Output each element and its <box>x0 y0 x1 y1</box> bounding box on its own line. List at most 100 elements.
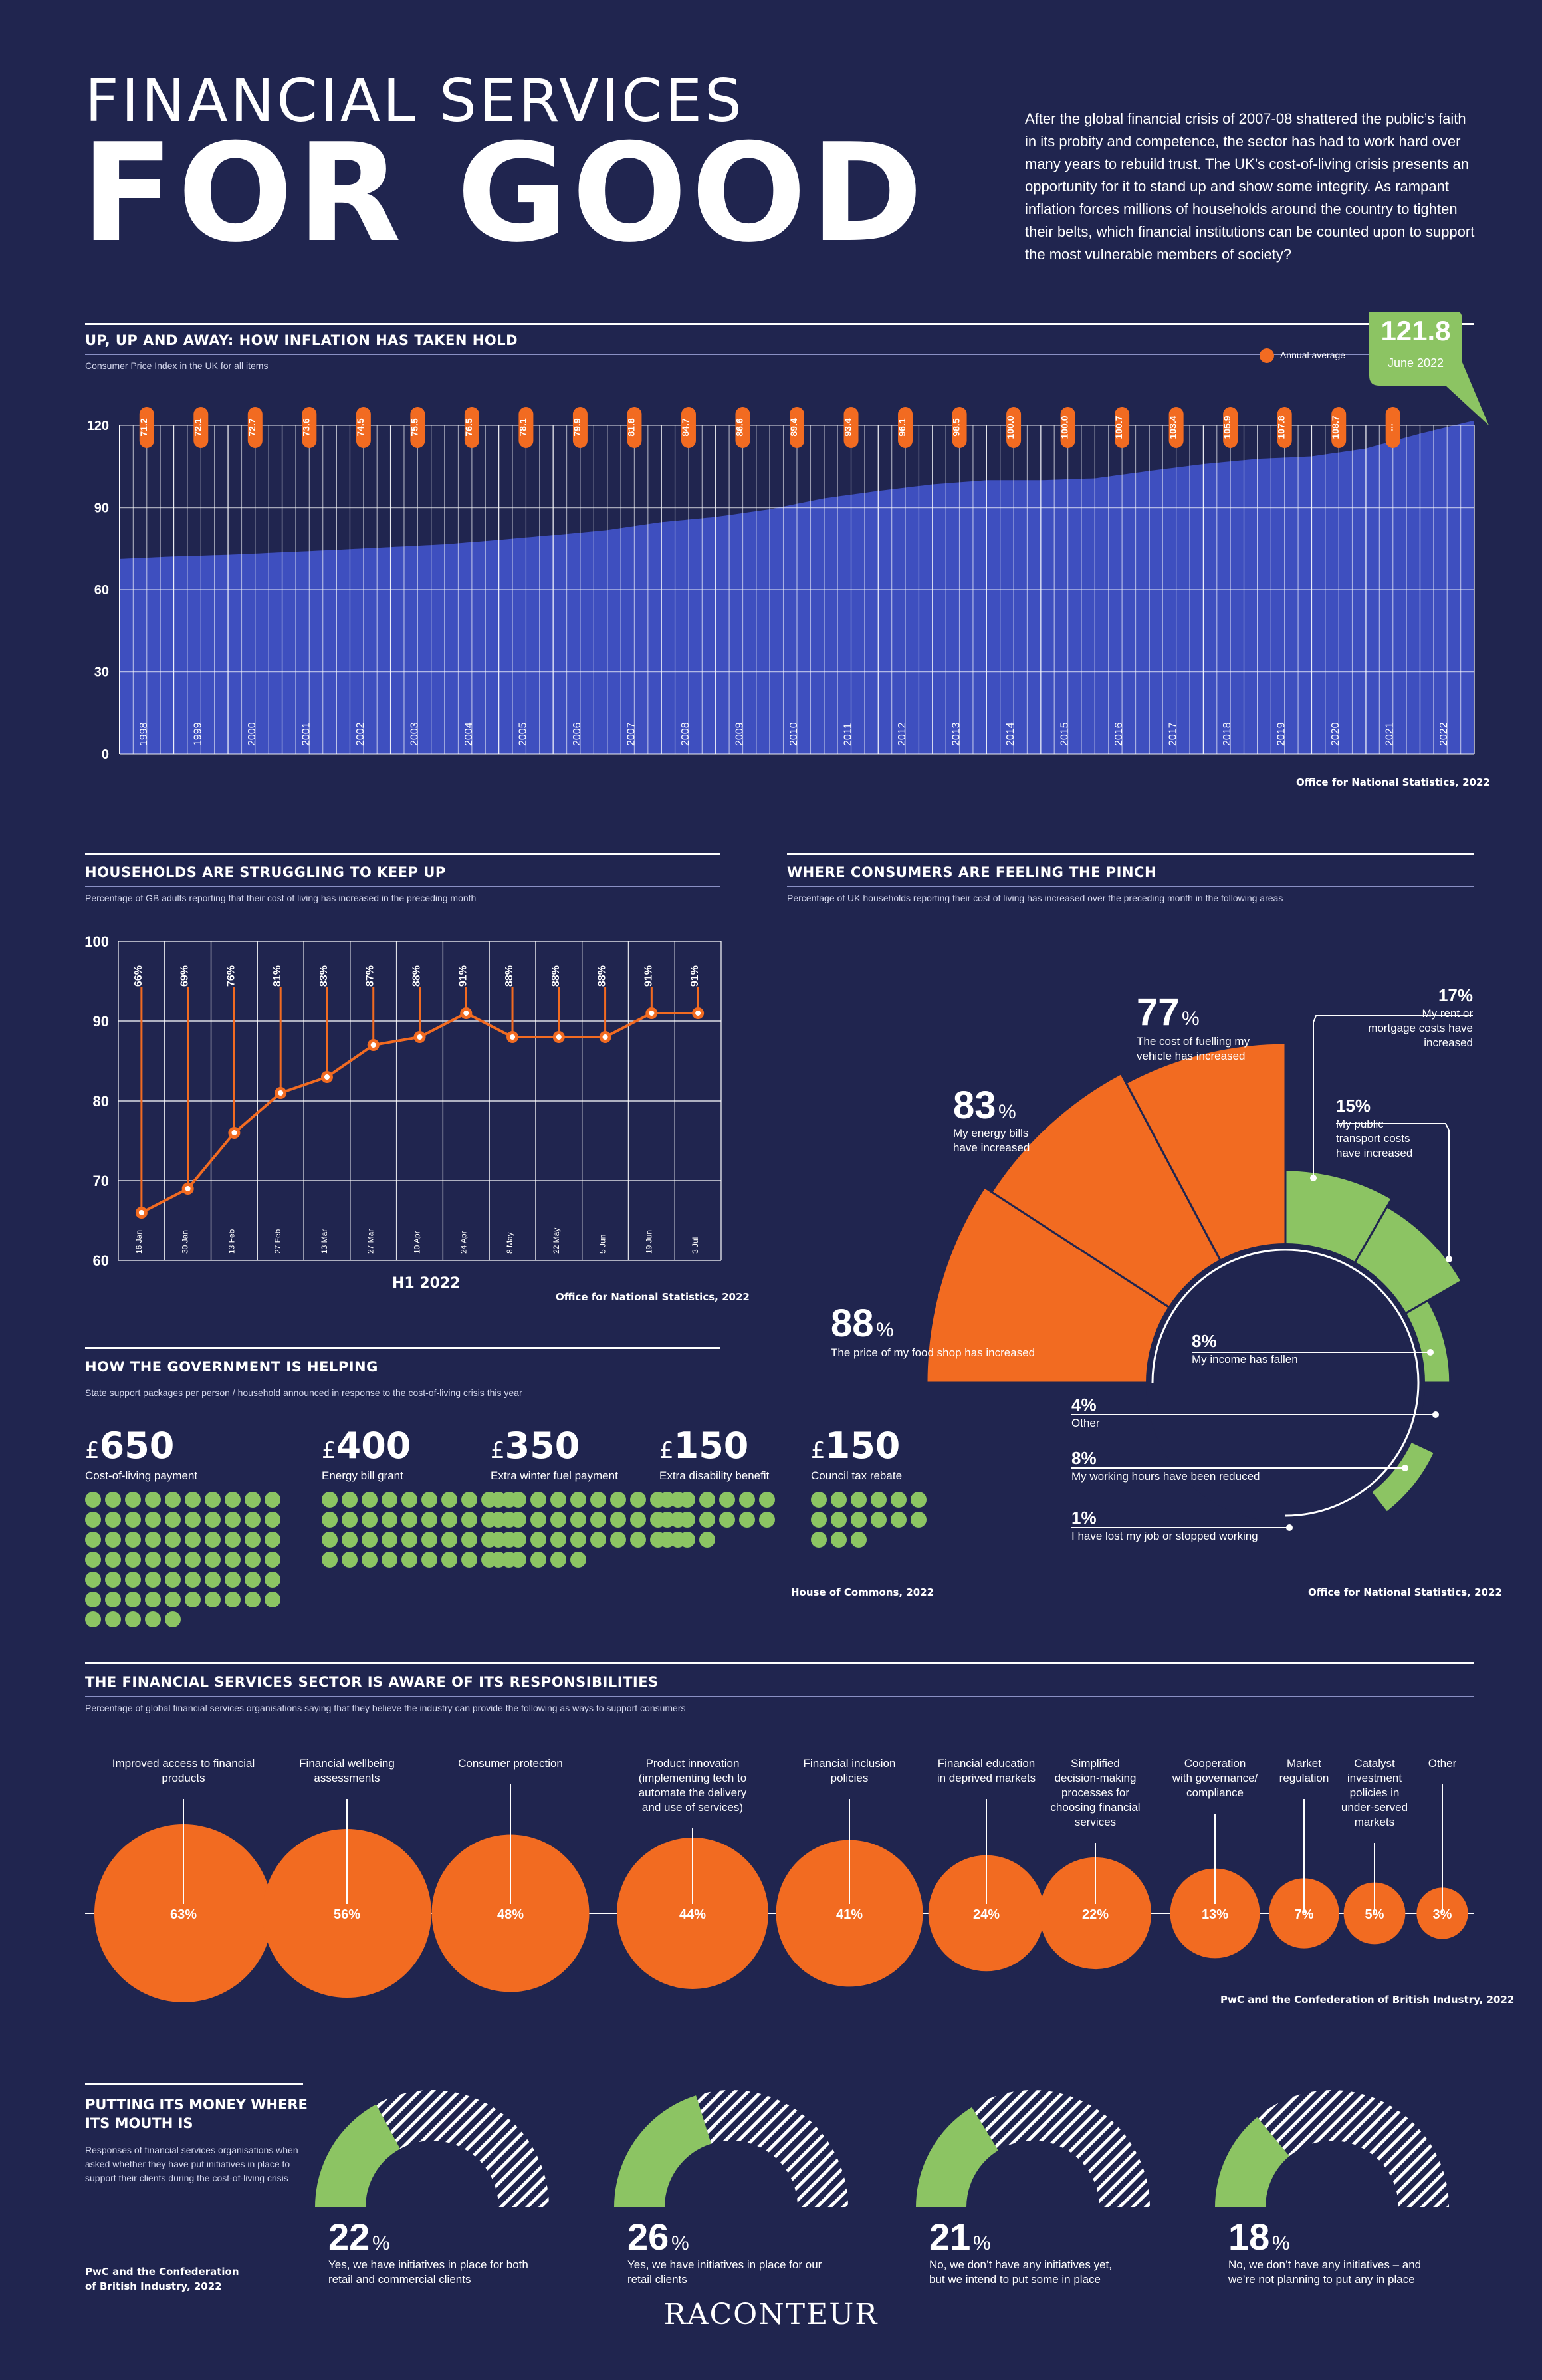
cpi-rule <box>85 323 1474 325</box>
hh-point-center <box>138 1210 144 1215</box>
gov-dot <box>85 1572 101 1588</box>
gov-currency: £ <box>322 1437 336 1464</box>
money-title: PUTTING ITS MONEY WHERE ITS MOUTH IS <box>85 2095 308 2133</box>
hh-date-label: 27 Mar <box>366 1229 376 1254</box>
gov-dot <box>851 1492 867 1508</box>
gov-currency: £ <box>85 1437 100 1464</box>
header-intro: After the global financial crisis of 200… <box>1025 110 1475 263</box>
pinch-energy-unit: % <box>998 1101 1016 1123</box>
pinch-rent-value: 17% <box>1438 985 1473 1005</box>
cpi-year-label: 2009 <box>734 722 745 746</box>
gov-dot <box>570 1512 586 1528</box>
gov-dot <box>550 1512 566 1528</box>
pinch-rule <box>787 853 1474 855</box>
sector-thin-rule <box>85 1696 1474 1697</box>
cpi-callout-bubble <box>1369 312 1489 425</box>
gov-dot <box>265 1492 280 1508</box>
money-label-1: Yes, we have initiatives in place for ou… <box>627 2258 822 2271</box>
hh-ytick: 100 <box>84 933 109 950</box>
pinch-job-label-1: I have lost my job or stopped working <box>1071 1530 1258 1542</box>
hh-value-label: 88% <box>411 965 423 987</box>
sector-category-label: Product innovation <box>646 1757 740 1770</box>
gov-dot <box>185 1532 201 1548</box>
gov-title: HOW THE GOVERNMENT IS HELPING <box>85 1359 378 1375</box>
gov-dot <box>510 1492 526 1508</box>
gov-dot <box>851 1532 867 1548</box>
cpi-year-label: 2007 <box>625 722 637 746</box>
gov-dot-grid <box>322 1492 517 1568</box>
header-title-top: FINANCIAL SERVICES <box>85 66 744 135</box>
gov-dot <box>811 1512 827 1528</box>
cpi-annual-pill <box>1168 407 1184 448</box>
sector-bubble <box>776 1840 923 1987</box>
gov-amount-value: 150 <box>825 1425 901 1467</box>
gov-dot <box>911 1512 927 1528</box>
cpi-year-label: 2002 <box>355 722 366 746</box>
gov-currency: £ <box>659 1437 674 1464</box>
gov-dot <box>362 1532 378 1548</box>
money-title-2: ITS MOUTH IS <box>85 2115 193 2131</box>
hh-point-center <box>370 1042 376 1048</box>
gov-dot <box>679 1532 695 1548</box>
cpi-ytick: 60 <box>94 583 109 598</box>
sector-category-label: investment <box>1347 1772 1402 1784</box>
sector-category-label: Market <box>1287 1757 1321 1770</box>
pinch-rent-label-3: increased <box>1424 1036 1473 1049</box>
hh-value-label: 69% <box>179 965 191 987</box>
money-label-2: retail clients <box>627 2273 687 2286</box>
gov-dot <box>145 1611 161 1627</box>
gov-dot <box>871 1512 887 1528</box>
gov-dot <box>362 1512 378 1528</box>
gov-dot <box>125 1532 141 1548</box>
gov-dot <box>401 1552 417 1568</box>
gov-dot <box>421 1532 437 1548</box>
gov-dot <box>105 1611 121 1627</box>
sector-bubble <box>617 1838 768 1989</box>
sector-category-label: Financial inclusion <box>804 1757 896 1770</box>
sector-category-label: products <box>162 1772 205 1784</box>
pinch-food-label: The price of my food shop has increased <box>831 1346 1035 1359</box>
gov-dot <box>342 1532 358 1548</box>
sector-value-label: 13% <box>1202 1907 1228 1922</box>
gov-dot <box>630 1492 646 1508</box>
gov-amount: £150 <box>811 1428 927 1464</box>
gov-dot <box>165 1592 181 1607</box>
sector-category-label: services <box>1075 1816 1116 1828</box>
hh-value-label: 83% <box>318 965 330 987</box>
gov-dot <box>421 1492 437 1508</box>
gov-dot <box>322 1532 338 1548</box>
pinch-title: WHERE CONSUMERS ARE FEELING THE PINCH <box>787 864 1157 880</box>
hh-date-label: 19 Jun <box>644 1230 653 1254</box>
gov-dot <box>530 1532 546 1548</box>
gov-dot <box>245 1572 261 1588</box>
gov-label: Council tax rebate <box>811 1469 903 1482</box>
gov-dot <box>105 1532 121 1548</box>
households-subtitle: Percentage of GB adults reporting that t… <box>85 893 477 903</box>
gov-dot-grid <box>85 1492 280 1627</box>
sector-value-label: 56% <box>334 1907 360 1922</box>
cpi-annual-label: 74.5 <box>355 418 366 436</box>
hh-ytick: 80 <box>93 1093 109 1110</box>
cpi-year-label: 2004 <box>463 722 475 746</box>
gov-dot <box>205 1572 221 1588</box>
legend-dot-icon <box>1260 348 1274 363</box>
households-title: HOUSEHOLDS ARE STRUGGLING TO KEEP UP <box>85 864 446 880</box>
money-unit: % <box>671 2232 689 2254</box>
money-desc: Responses of financial services organisa… <box>85 2145 298 2183</box>
cpi-annual-pill <box>1277 407 1292 448</box>
cpi-annual-label: 75.5 <box>409 418 419 436</box>
gov-dot <box>491 1492 506 1508</box>
cpi-annual-pill <box>410 407 425 448</box>
sector-category-label: choosing financial <box>1050 1801 1140 1814</box>
gov-dot <box>225 1592 241 1607</box>
pinch-transport-label-3: have increased <box>1336 1147 1412 1159</box>
hh-value-label: 91% <box>689 965 701 987</box>
sector-category-label: Financial wellbeing <box>299 1757 395 1770</box>
cpi-year-label: 2020 <box>1330 722 1341 746</box>
gov-dot <box>185 1492 201 1508</box>
money-rule <box>85 2083 303 2085</box>
households-source: Office for National Statistics, 2022 <box>556 1291 750 1303</box>
sector-value-label: 63% <box>170 1907 197 1922</box>
gov-amount: £150 <box>659 1428 775 1464</box>
cpi-annual-pill <box>139 407 154 448</box>
